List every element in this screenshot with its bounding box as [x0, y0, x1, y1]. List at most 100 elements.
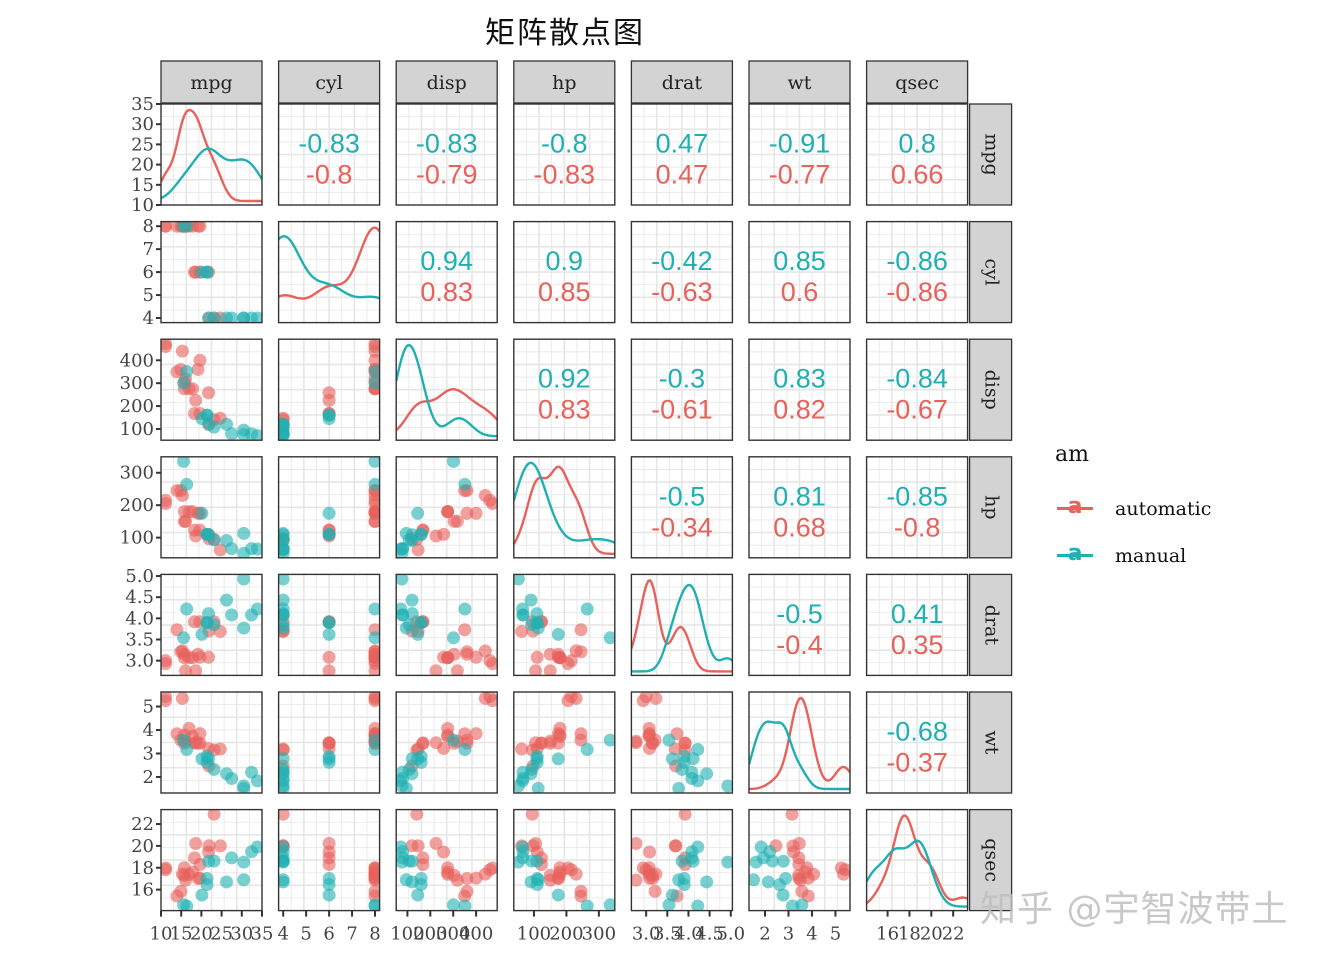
legend-item-automatic[interactable]: a automatic: [1055, 485, 1211, 532]
point-manual: [551, 752, 565, 766]
corr-manual: -0.5: [776, 599, 823, 629]
point-automatic: [669, 839, 683, 853]
point-automatic: [429, 836, 443, 850]
point-automatic: [515, 624, 529, 638]
point-manual: [530, 854, 544, 868]
point-manual: [237, 781, 251, 793]
point-automatic: [177, 514, 191, 528]
row-strip-cyl: cyl: [968, 220, 1013, 324]
point-manual: [672, 781, 686, 793]
point-manual: [530, 607, 544, 621]
point-automatic: [368, 650, 380, 664]
panel-cyl-qsec: -0.86-0.86: [865, 220, 969, 324]
point-automatic: [188, 851, 202, 865]
corr-manual: 0.83: [773, 364, 826, 394]
point-manual: [207, 762, 221, 776]
panel-qsec-drat: [630, 808, 734, 912]
corr-automatic: 0.83: [538, 395, 591, 425]
panel-disp-hp: 0.920.83: [513, 338, 616, 441]
corr-automatic: -0.61: [651, 395, 713, 425]
point-automatic: [447, 514, 461, 528]
point-manual: [322, 412, 336, 426]
point-manual: [396, 574, 409, 586]
point-automatic: [368, 664, 380, 676]
point-automatic: [469, 506, 483, 520]
point-manual: [177, 733, 191, 747]
corr-manual: -0.83: [298, 129, 360, 159]
svg-text:7: 7: [346, 924, 357, 945]
point-automatic: [574, 623, 588, 637]
panel-mpg-cyl: -0.83-0.8: [277, 103, 381, 206]
point-manual: [405, 854, 419, 868]
point-automatic: [322, 851, 336, 865]
panel-wt-disp: [395, 691, 498, 794]
point-automatic: [569, 692, 583, 705]
corr-automatic: 0.66: [891, 160, 944, 190]
point-manual: [691, 840, 705, 854]
corr-automatic: 0.47: [656, 160, 709, 190]
row-strip-wt: wt: [968, 691, 1013, 794]
point-automatic: [631, 836, 643, 850]
point-manual: [220, 311, 234, 323]
svg-text:4: 4: [143, 720, 154, 741]
corr-manual: 0.92: [538, 364, 591, 394]
point-manual: [756, 851, 770, 865]
point-automatic: [170, 484, 184, 498]
point-automatic: [478, 692, 492, 705]
panel-cyl-disp: 0.940.83: [395, 220, 498, 324]
density-curve-automatic: [631, 578, 733, 673]
point-manual: [580, 899, 594, 911]
point-automatic: [368, 506, 380, 520]
legend-key-manual-icon: a: [1055, 541, 1095, 568]
density-curve-manual: [396, 343, 498, 438]
panel-hp-mpg: [160, 456, 263, 559]
svg-text:disp: disp: [981, 370, 1003, 410]
point-manual: [322, 616, 336, 630]
svg-text:10: 10: [150, 924, 173, 945]
legend-label: manual: [1115, 544, 1187, 567]
point-automatic: [188, 615, 202, 629]
point-manual: [202, 528, 216, 542]
legend-item-manual[interactable]: a manual: [1055, 532, 1211, 579]
corr-manual: 0.9: [546, 246, 584, 276]
svg-text:22: 22: [942, 924, 965, 945]
column-strip-hp: hp: [513, 60, 616, 104]
point-automatic: [416, 736, 430, 750]
svg-text:3: 3: [143, 743, 154, 764]
corr-automatic: -0.83: [534, 160, 596, 190]
svg-text:30: 30: [230, 924, 253, 945]
density-curve-automatic: [749, 696, 850, 791]
point-manual: [368, 602, 380, 616]
point-manual: [237, 526, 251, 540]
svg-text:5: 5: [143, 285, 154, 306]
point-manual: [662, 733, 676, 747]
point-automatic: [193, 353, 207, 367]
point-manual: [278, 574, 290, 586]
point-manual: [278, 767, 290, 781]
point-automatic: [569, 867, 583, 881]
point-automatic: [202, 839, 216, 853]
point-manual: [446, 631, 460, 645]
point-automatic: [478, 488, 492, 502]
point-manual: [250, 429, 262, 441]
density-curve-automatic: [161, 108, 262, 203]
panel-mpg-qsec: 0.80.66: [865, 103, 969, 206]
point-manual: [177, 376, 191, 390]
row-strip-mpg: mpg: [968, 103, 1013, 206]
panel-disp-disp: [395, 338, 498, 441]
point-manual: [396, 608, 410, 622]
point-manual: [250, 542, 262, 556]
density-curve-manual: [278, 234, 380, 300]
column-strip-drat: drat: [630, 60, 734, 104]
legend-title: am: [1055, 442, 1089, 467]
point-manual: [785, 899, 799, 911]
point-automatic: [460, 871, 474, 885]
density-curve-manual: [749, 720, 850, 791]
point-automatic: [678, 809, 692, 821]
corr-automatic: -0.8: [894, 512, 941, 542]
point-manual: [776, 888, 790, 902]
point-automatic: [429, 664, 443, 676]
point-automatic: [213, 543, 227, 557]
svg-text:100: 100: [390, 924, 424, 945]
point-manual: [446, 898, 460, 911]
